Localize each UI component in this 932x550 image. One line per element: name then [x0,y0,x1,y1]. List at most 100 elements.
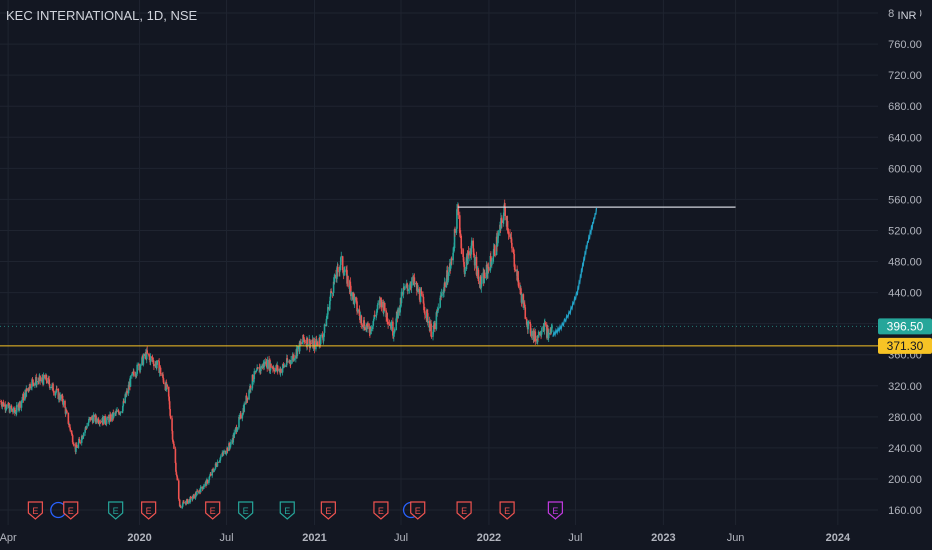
candle-body [126,390,128,394]
earnings-marker[interactable]: E [320,501,336,520]
candle-body [427,321,430,323]
earnings-marker[interactable]: E [410,501,426,520]
candle-body [494,254,496,256]
candle-body [517,271,519,281]
x-tick-label: 2023 [651,532,675,544]
candle-body [72,442,74,445]
candle-body [122,405,124,412]
candle-body [124,394,127,403]
candle-body [238,417,240,428]
candle-body [104,415,106,423]
candle-body [266,359,269,369]
candle-body [44,375,46,378]
candle-body [531,330,533,337]
candle-body [18,407,20,411]
candle-body [178,498,181,500]
candle-body [218,461,221,463]
x-axis[interactable]: Apr 2020 Jul 2021 Jul 2022 Jul 2023 Jun 2024 [0,532,851,544]
candle-body [168,401,171,409]
candle-body [367,323,369,328]
candle-body [263,361,266,367]
candle-body [546,328,549,331]
earnings-marker[interactable]: E [279,501,295,520]
candle-body [91,416,94,419]
candle-body [511,242,513,249]
candle-body [243,403,246,412]
candle-body [87,422,90,426]
y-tick-label: 320.00 [888,381,922,393]
candle-body [460,248,463,250]
earnings-marker[interactable]: E [238,501,254,520]
candle-body [189,496,192,498]
candle-body [202,487,205,488]
candle-body [296,345,299,350]
candle-body [65,410,68,412]
candle-body [181,507,183,508]
x-tick-label: Jul [394,532,408,544]
x-tick-label: 2020 [127,532,151,544]
earnings-marker[interactable]: E [108,501,124,520]
candle-body [141,357,143,366]
earnings-badge-shape [27,501,43,520]
earnings-badge-shape [238,501,254,520]
candle-body [484,277,486,279]
candle-body [125,393,127,397]
earnings-marker[interactable]: E [499,501,515,520]
candle-body [489,255,492,271]
earnings-marker[interactable]: E [547,501,563,520]
candle-body [426,313,429,323]
candle-body [472,248,475,255]
candle-body [329,291,332,297]
candle-body [409,285,412,288]
candle-body [540,331,543,335]
candle-body [147,353,150,355]
candle-body [496,236,498,247]
candle-body [537,331,540,338]
currency-badge[interactable] [894,6,920,23]
candle-body [171,418,173,431]
candle-body [99,421,101,424]
candle-body [129,376,132,387]
candle-body [151,357,154,361]
candle-body [92,417,95,423]
candle-body [497,232,500,236]
earnings-badge-shape [499,501,515,520]
candle-body [336,267,338,279]
candle-body [104,422,107,424]
earnings-marker[interactable]: E [456,501,472,520]
earnings-marker[interactable]: E [205,501,221,520]
earnings-marker[interactable]: E [141,501,157,520]
candle-body [15,412,18,414]
candle-body [66,411,68,413]
candle-body [377,304,379,306]
earnings-marker[interactable]: E [27,501,43,520]
earnings-marker[interactable]: E [373,501,389,520]
candle-body [373,315,376,319]
candle-body [513,266,516,270]
candle-body [339,267,341,272]
candle-body [22,394,25,401]
candle-body [428,321,431,331]
candle-body [464,269,466,275]
candle-body [500,218,502,229]
earnings-marker[interactable]: E [63,501,79,520]
candle-body [212,469,214,472]
projection-path[interactable] [552,207,598,338]
candle-body [274,368,277,372]
candle-body [415,283,418,284]
y-tick-label: 600.00 [888,163,922,175]
candle-body [339,264,342,268]
candle-body [61,395,64,403]
earnings-label: E [284,506,290,516]
candle-body [4,404,7,410]
candle-body [513,254,516,267]
candle-body [357,309,359,312]
candle-body [89,417,92,421]
candle-body [58,393,61,399]
candle-body [355,300,358,302]
candle-body [315,339,317,350]
candle-body [230,441,232,445]
